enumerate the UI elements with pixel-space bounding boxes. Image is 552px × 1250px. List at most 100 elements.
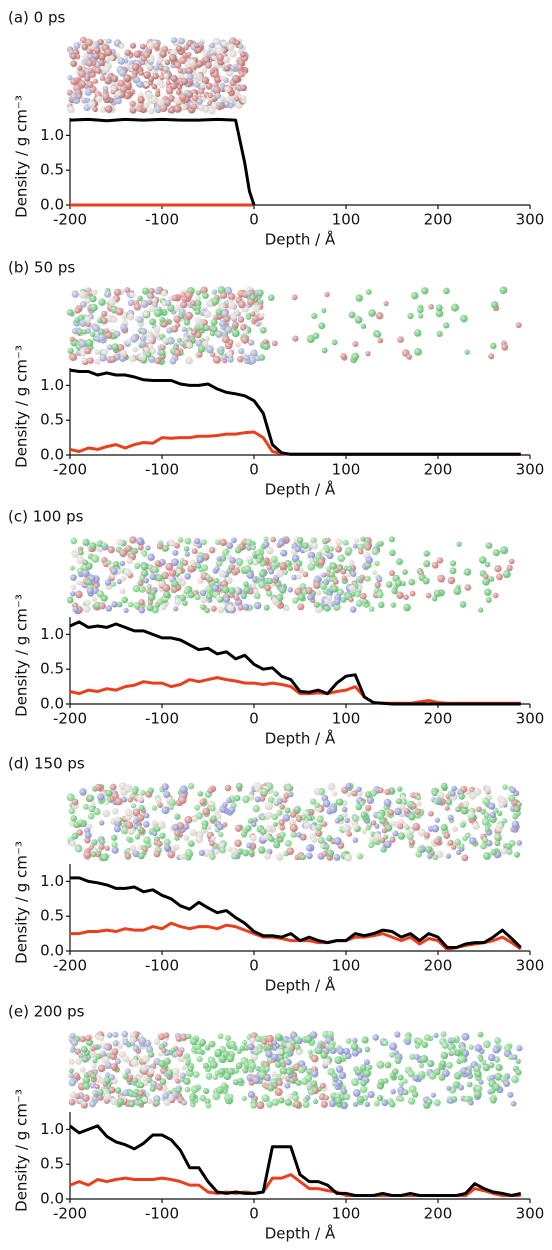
- atom-highlight: [149, 108, 155, 114]
- atom-highlight: [480, 843, 487, 850]
- atom-highlight: [428, 811, 434, 817]
- atom-highlight: [85, 600, 91, 606]
- atom-highlight: [228, 357, 234, 363]
- atom-highlight: [365, 805, 371, 811]
- atom-highlight: [271, 556, 278, 563]
- atom-highlight: [227, 604, 234, 611]
- atom-highlight: [152, 820, 158, 826]
- atom-highlight: [389, 536, 395, 542]
- atom-highlight: [292, 336, 298, 342]
- atom-highlight: [323, 800, 331, 808]
- atom-highlight: [93, 53, 100, 60]
- atom-highlight: [125, 50, 131, 56]
- atom-highlight: [88, 813, 95, 820]
- atom-highlight: [446, 799, 453, 806]
- atom-highlight: [186, 67, 193, 74]
- x-tick-label: 100: [332, 957, 361, 975]
- atom-highlight: [371, 820, 376, 825]
- x-tick-label: -100: [145, 461, 179, 479]
- atom-highlight: [209, 43, 215, 49]
- atom-highlight: [486, 542, 493, 549]
- atom-highlight: [124, 785, 132, 793]
- atom-highlight: [378, 602, 384, 608]
- atom-highlight: [104, 77, 112, 85]
- atom-highlight: [198, 104, 205, 111]
- atom-highlight: [498, 802, 504, 808]
- atom-highlight: [88, 100, 95, 107]
- atom-highlight: [75, 1058, 82, 1065]
- atom-highlight: [286, 847, 294, 855]
- atom-highlight: [309, 558, 314, 563]
- atom-highlight: [290, 811, 297, 818]
- atom-highlight: [268, 294, 275, 301]
- atom-highlight: [234, 795, 240, 801]
- atom-highlight: [345, 547, 353, 555]
- atom-highlight: [260, 327, 267, 334]
- atom-highlight: [116, 539, 123, 546]
- atom-highlight: [421, 287, 428, 294]
- atom-highlight: [178, 537, 184, 543]
- atom-highlight: [143, 836, 151, 844]
- atom-highlight: [160, 83, 165, 88]
- atom-highlight: [85, 832, 92, 839]
- atom-highlight: [316, 590, 321, 595]
- atom-highlight: [106, 605, 113, 612]
- atom-highlight: [125, 809, 132, 816]
- atom-highlight: [246, 843, 252, 849]
- atom-highlight: [414, 329, 421, 336]
- atom-highlight: [263, 541, 270, 548]
- atom-highlight: [443, 288, 450, 295]
- atom-highlight: [416, 795, 421, 800]
- atom-highlight: [133, 602, 140, 609]
- atom-highlight: [221, 41, 227, 47]
- atom-highlight: [113, 1041, 119, 1047]
- atom-highlight: [407, 313, 413, 319]
- atom-highlight: [155, 358, 161, 364]
- atom-highlight: [353, 838, 358, 843]
- atom-highlight: [111, 86, 116, 91]
- atom-highlight: [163, 73, 168, 78]
- atom-highlight: [70, 337, 75, 342]
- atom-highlight: [69, 1059, 75, 1065]
- atom-highlight: [89, 575, 96, 582]
- atom-highlight: [226, 542, 233, 549]
- atom-highlight: [95, 359, 101, 365]
- atom-highlight: [352, 341, 358, 347]
- atom-highlight: [149, 318, 156, 325]
- atom-highlight: [219, 350, 224, 355]
- atom-highlight: [192, 816, 198, 822]
- atom-highlight: [506, 565, 512, 571]
- atom-highlight: [484, 589, 491, 596]
- atom-highlight: [81, 98, 87, 104]
- atom-highlight: [143, 51, 150, 58]
- atom-highlight: [190, 300, 196, 306]
- atom-highlight: [142, 847, 148, 853]
- atom-highlight: [199, 850, 205, 856]
- atom-highlight: [328, 783, 336, 791]
- atom-highlight: [424, 832, 430, 838]
- atom-highlight: [176, 45, 182, 51]
- atom-highlight: [244, 565, 251, 572]
- atom-highlight: [213, 356, 221, 364]
- atom-highlight: [124, 608, 129, 613]
- atom-highlight: [105, 56, 111, 62]
- atom-highlight: [200, 799, 206, 805]
- atom-highlight: [168, 576, 173, 581]
- atom-highlight: [317, 816, 324, 823]
- atom-highlight: [174, 598, 181, 605]
- atom-highlight: [238, 301, 246, 309]
- y-axis-title: Density / g cm⁻³: [13, 345, 31, 468]
- atom-highlight: [273, 791, 279, 797]
- atom-highlight: [349, 311, 356, 318]
- atom-highlight: [303, 572, 309, 578]
- x-tick-label: 100: [332, 710, 361, 728]
- atom-highlight: [384, 301, 389, 306]
- atom-highlight: [460, 601, 467, 608]
- atom-highlight: [105, 329, 110, 334]
- atom-highlight: [351, 790, 357, 796]
- atom-highlight: [361, 324, 366, 329]
- atom-highlight: [344, 818, 350, 824]
- atom-highlight: [324, 292, 329, 297]
- atom-highlight: [485, 827, 490, 832]
- atom-highlight: [224, 65, 230, 71]
